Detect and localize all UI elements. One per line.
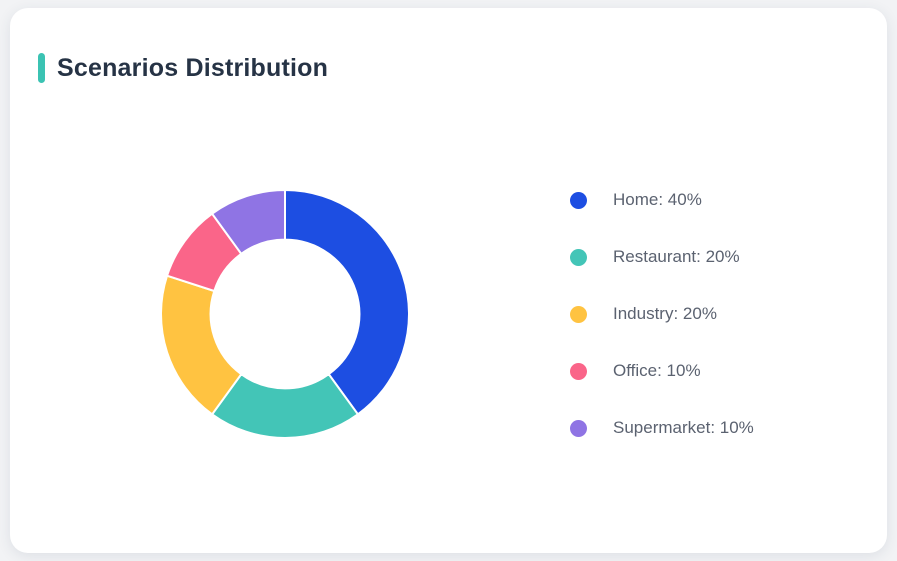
legend-label: Home: 40% bbox=[613, 190, 702, 209]
page-title: Scenarios Distribution bbox=[57, 53, 329, 82]
legend-swatch-office bbox=[570, 362, 587, 380]
legend-item-office[interactable]: Office: 10% bbox=[570, 359, 754, 383]
legend-item-supermarket[interactable]: Supermarket: 10% bbox=[570, 416, 754, 440]
donut-chart-svg bbox=[160, 189, 410, 439]
legend-swatch-home bbox=[570, 191, 587, 209]
card-header: Scenarios Distribution bbox=[38, 53, 328, 83]
legend-label: Supermarket: 10% bbox=[613, 418, 754, 437]
title-accent-bar bbox=[38, 53, 45, 83]
legend-swatch-industry bbox=[570, 305, 587, 323]
legend-item-industry[interactable]: Industry: 20% bbox=[570, 302, 754, 326]
scenarios-distribution-card: Scenarios Distribution Home: 40% Restaura… bbox=[10, 8, 887, 553]
donut-slice-supermarket[interactable] bbox=[210, 189, 286, 256]
donut-chart bbox=[160, 189, 410, 439]
legend-item-restaurant[interactable]: Restaurant: 20% bbox=[570, 245, 754, 269]
chart-legend: Home: 40% Restaurant: 20% Industry: 20% Off… bbox=[570, 188, 754, 473]
legend-item-home[interactable]: Home: 40% bbox=[570, 188, 754, 212]
donut-slice-home[interactable] bbox=[284, 189, 410, 416]
legend-label: Office: 10% bbox=[613, 361, 701, 380]
legend-swatch-supermarket bbox=[570, 419, 587, 437]
legend-label: Restaurant: 20% bbox=[613, 247, 740, 266]
legend-swatch-restaurant bbox=[570, 248, 587, 266]
legend-label: Industry: 20% bbox=[613, 304, 717, 323]
